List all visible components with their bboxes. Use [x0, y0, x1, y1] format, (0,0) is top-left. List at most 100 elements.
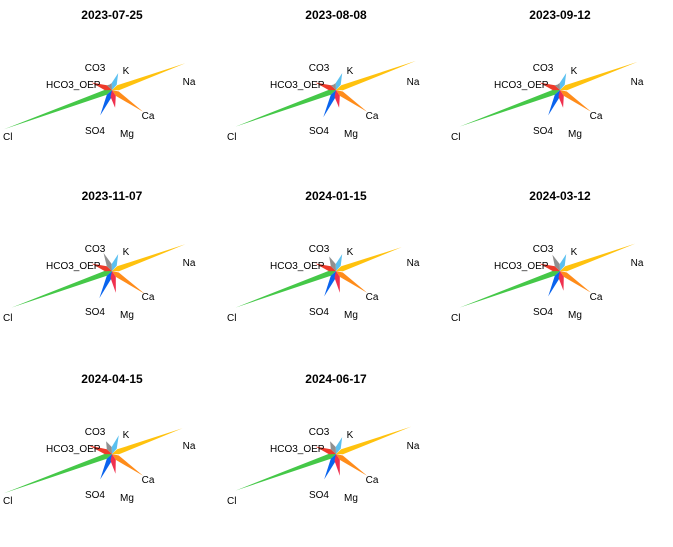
star-ray-mg: [110, 454, 116, 474]
axis-label-so4: SO4: [85, 307, 105, 318]
star-ray-k: [335, 437, 343, 454]
axis-label-co3: CO3: [533, 244, 554, 255]
star-ray-mg: [110, 271, 116, 293]
axis-label-mg: Mg: [120, 493, 134, 504]
star-panel-2023-11-07: 2023-11-07 K Na Ca Mg SO4 Cl HCO3_OEP CO3: [3, 189, 196, 324]
star-ray-hco3-oep: [91, 82, 112, 91]
star-ray-na: [112, 244, 186, 272]
axis-label-mg: Mg: [568, 129, 582, 140]
axis-label-na: Na: [407, 258, 420, 269]
axis-label-na: Na: [183, 441, 196, 452]
star-ray-hco3-oep: [91, 263, 112, 272]
axis-label-hco3-oep: HCO3_OEP: [46, 80, 101, 91]
panel-title: 2024-03-12: [529, 189, 591, 203]
axis-label-ca: Ca: [590, 111, 603, 122]
axis-label-mg: Mg: [120, 310, 134, 321]
axis-label-k: K: [123, 66, 130, 77]
star-ray-cl: [235, 453, 336, 491]
star-panel-2023-09-12: 2023-09-12 K Na Ca Mg SO4 Cl HCO3_OEP CO3: [451, 8, 644, 143]
axis-label-mg: Mg: [344, 129, 358, 140]
axis-label-co3: CO3: [85, 244, 106, 255]
star-ray-so4: [100, 454, 112, 480]
axis-label-mg: Mg: [120, 129, 134, 140]
star-ray-so4: [100, 90, 112, 116]
axis-label-mg: Mg: [344, 493, 358, 504]
axis-label-co3: CO3: [85, 427, 106, 438]
star-ray-cl: [235, 270, 336, 308]
star-panel-2024-01-15: 2024-01-15 K Na Ca Mg SO4 Cl HCO3_OEP CO3: [227, 189, 420, 324]
axis-label-co3: CO3: [309, 427, 330, 438]
star-ray-cl: [11, 270, 112, 308]
star-ray-co3: [329, 256, 336, 271]
panel-title: 2024-06-17: [305, 372, 367, 386]
axis-label-na: Na: [183, 258, 196, 269]
star-ray-hco3-oep: [539, 82, 560, 91]
panel-title: 2024-01-15: [305, 189, 367, 203]
axis-label-cl: Cl: [3, 496, 12, 507]
axis-label-ca: Ca: [366, 292, 379, 303]
axis-label-cl: Cl: [227, 496, 236, 507]
axis-label-so4: SO4: [85, 126, 105, 137]
axis-label-so4: SO4: [309, 307, 329, 318]
axis-label-co3: CO3: [309, 244, 330, 255]
star-ray-co3: [106, 441, 112, 454]
axis-label-co3: CO3: [85, 63, 106, 74]
axis-label-co3: CO3: [309, 63, 330, 74]
star-ray-cl: [235, 89, 336, 127]
star-ray-mg: [558, 271, 564, 291]
star-ray-k: [335, 73, 343, 90]
axis-label-co3: CO3: [533, 63, 554, 74]
axis-label-so4: SO4: [533, 126, 553, 137]
star-ray-ca: [560, 90, 592, 112]
axis-label-ca: Ca: [366, 475, 379, 486]
panel-title: 2024-04-15: [81, 372, 143, 386]
star-ray-mg: [334, 271, 340, 293]
axis-label-ca: Ca: [366, 111, 379, 122]
axis-label-k: K: [347, 430, 354, 441]
axis-label-mg: Mg: [568, 310, 582, 321]
axis-label-cl: Cl: [3, 132, 12, 143]
axis-label-hco3-oep: HCO3_OEP: [46, 444, 101, 455]
axis-label-so4: SO4: [309, 490, 329, 501]
axis-label-so4: SO4: [309, 126, 329, 137]
star-ray-na: [560, 243, 636, 272]
star-ray-ca: [336, 90, 368, 112]
axis-label-na: Na: [407, 441, 420, 452]
axis-label-hco3-oep: HCO3_OEP: [494, 261, 549, 272]
star-ray-ca: [112, 454, 144, 476]
axis-label-na: Na: [407, 77, 420, 88]
axis-label-na: Na: [631, 77, 644, 88]
star-ray-ca: [336, 454, 368, 476]
axis-label-hco3-oep: HCO3_OEP: [270, 444, 325, 455]
axis-label-cl: Cl: [227, 132, 236, 143]
axis-label-k: K: [347, 66, 354, 77]
star-ray-na: [560, 62, 638, 91]
star-ray-cl: [459, 270, 560, 308]
star-ray-ca: [336, 271, 368, 293]
star-ray-hco3-oep: [88, 445, 112, 455]
axis-label-so4: SO4: [85, 490, 105, 501]
star-ray-hco3-oep: [539, 263, 560, 272]
star-ray-co3: [106, 83, 112, 90]
star-ray-ca: [560, 271, 592, 293]
axis-label-k: K: [123, 247, 130, 258]
star-ray-hco3-oep: [315, 263, 336, 272]
axis-label-cl: Cl: [451, 132, 460, 143]
axis-label-cl: Cl: [3, 313, 12, 324]
axis-label-cl: Cl: [227, 313, 236, 324]
panel-title: 2023-11-07: [82, 189, 143, 203]
axis-label-ca: Ca: [142, 475, 155, 486]
star-ray-cl: [3, 453, 112, 494]
star-ray-hco3-oep: [315, 446, 336, 455]
star-ray-co3: [554, 83, 560, 90]
panel-title: 2023-09-12: [529, 8, 591, 22]
star-ray-na: [112, 428, 183, 455]
star-ray-so4: [548, 90, 560, 116]
star-ray-co3: [103, 252, 112, 271]
star-ray-k: [111, 254, 119, 271]
panel-title: 2023-07-25: [81, 8, 143, 22]
axis-label-k: K: [123, 430, 130, 441]
panel-title: 2023-08-08: [305, 8, 367, 22]
star-ray-cl: [3, 89, 112, 130]
